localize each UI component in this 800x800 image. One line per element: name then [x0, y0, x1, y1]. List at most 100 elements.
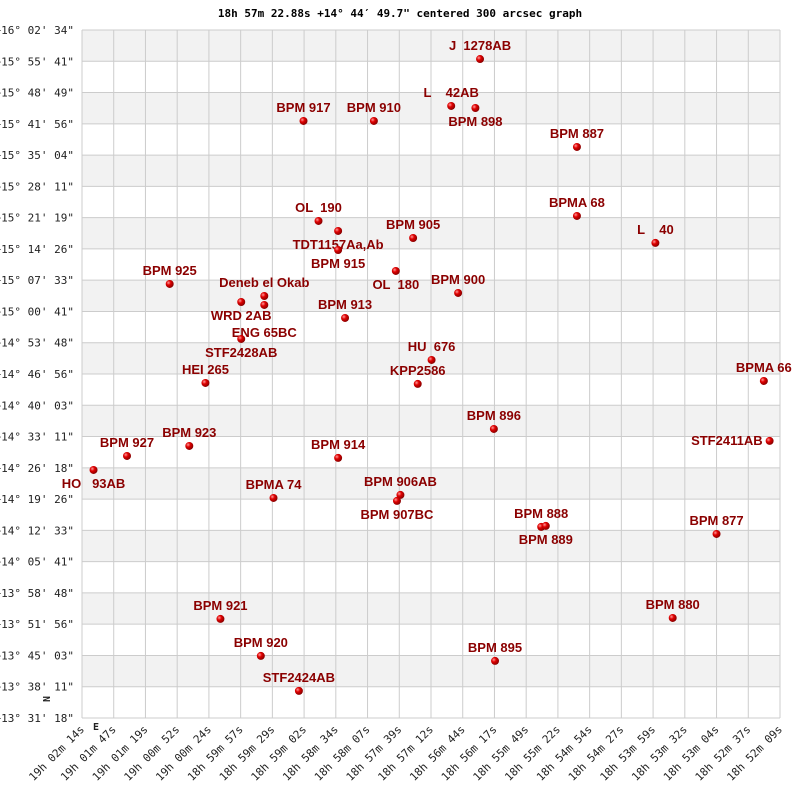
star-marker	[651, 238, 660, 247]
star-label: TDT1157Aa,Ab	[293, 237, 384, 252]
stars: J 1278AB L 42AB BPM 898 BPM 917 BPM 910 BPM 8…	[62, 38, 792, 695]
star-point: BPM 877	[689, 513, 744, 538]
star-label: BPM 910	[347, 100, 401, 115]
star-label: STF2411AB	[691, 433, 763, 448]
y-tick-label: +14° 33' 11"	[0, 431, 74, 444]
star-label: BPM 905	[386, 217, 440, 232]
star-marker	[294, 686, 303, 695]
star-label: STF2424AB	[263, 670, 335, 685]
star-label: OL 190	[295, 200, 342, 215]
star-point: L 42AB	[423, 85, 479, 110]
star-point: HO 93AB	[62, 465, 126, 491]
east-marker: E	[93, 722, 99, 733]
star-marker	[668, 613, 677, 622]
star-label: HO 93AB	[62, 476, 126, 491]
y-tick-label: +14° 05' 41"	[0, 556, 74, 569]
y-tick-label: +15° 21' 19"	[0, 212, 74, 225]
star-point: BPM 910	[347, 100, 401, 125]
star-marker	[396, 490, 405, 499]
y-tick-label: +15° 14' 26"	[0, 243, 74, 256]
chart-title: 18h 57m 22.88s +14° 44′ 49.7" centered 3…	[218, 7, 582, 20]
star-marker	[89, 465, 98, 474]
star-label: BPM 917	[276, 100, 330, 115]
star-point: WRD 2AB	[211, 297, 272, 323]
star-marker	[260, 300, 269, 309]
north-marker: N	[42, 696, 53, 702]
y-tick-label: +15° 55' 41"	[0, 55, 74, 68]
star-point: BPM 927	[100, 435, 154, 460]
star-label: BPM 898	[448, 114, 502, 129]
star-label: WRD 2AB	[211, 308, 272, 323]
star-label: HEI 265	[182, 362, 229, 377]
y-tick-label: +15° 00' 41"	[0, 305, 74, 318]
y-tick-label: +14° 26' 18"	[0, 462, 74, 475]
star-marker	[712, 529, 721, 538]
star-label: OL 180	[372, 277, 419, 292]
star-point: BPM 880	[646, 597, 700, 622]
star-point: BPM 895	[468, 640, 522, 665]
star-marker	[237, 297, 246, 306]
star-label: BPM 900	[431, 272, 485, 287]
y-tick-label: +14° 46' 56"	[0, 368, 74, 381]
star-point: BPM 887	[550, 126, 604, 151]
star-point: L 40	[637, 222, 674, 247]
y-tick-label: +13° 38' 11"	[0, 681, 74, 694]
star-marker	[341, 313, 350, 322]
star-label: L 42AB	[423, 85, 478, 100]
star-label: J 1278AB	[449, 38, 511, 53]
star-marker	[572, 211, 581, 220]
star-label: BPM 914	[311, 437, 366, 452]
star-point: BPM 914	[311, 437, 366, 462]
grid-lines	[81, 29, 781, 719]
star-label: BPM 907BC	[360, 507, 434, 522]
y-tick-label: +15° 28' 11"	[0, 180, 74, 193]
star-marker	[334, 453, 343, 462]
star-label: BPM 913	[318, 297, 372, 312]
star-point: BPM 907BC	[360, 496, 434, 522]
x-tick-label: 18h 52m 09s	[724, 723, 785, 784]
star-point: BPMA 74	[246, 477, 303, 502]
star-marker	[237, 334, 246, 343]
star-label: BPM 896	[467, 408, 521, 423]
y-tick-label: +15° 48' 49"	[0, 87, 74, 100]
star-marker	[314, 216, 323, 225]
star-marker	[216, 614, 225, 623]
star-marker	[299, 116, 308, 125]
star-point: BPM 925	[143, 263, 197, 288]
star-label: BPM 921	[193, 598, 247, 613]
star-marker	[334, 245, 343, 254]
star-label: HU 676	[408, 339, 456, 354]
star-marker	[334, 226, 343, 235]
star-point: BPM 900	[431, 272, 485, 297]
star-marker	[765, 436, 774, 445]
star-marker	[427, 355, 436, 364]
star-point: STF2411AB	[691, 433, 774, 448]
star-point: BPM 898	[448, 104, 503, 129]
star-marker	[256, 651, 265, 660]
star-label: BPMA 68	[549, 195, 605, 210]
star-point: STF2424AB	[263, 670, 335, 695]
y-tick-label: +13° 31' 18"	[0, 712, 74, 725]
star-marker	[201, 378, 210, 387]
star-marker	[572, 142, 581, 151]
star-label: BPM 888	[514, 506, 568, 521]
star-point: Deneb el Okab	[219, 275, 309, 300]
y-tick-label: +15° 41' 56"	[0, 118, 74, 131]
star-label: BPM 880	[646, 597, 700, 612]
star-label: BPM 889	[519, 532, 573, 547]
star-point: BPM 905	[386, 217, 440, 243]
star-marker	[471, 104, 480, 113]
star-label: BPMA 74	[246, 477, 303, 492]
star-label: STF2428AB	[205, 345, 277, 360]
y-tick-label: +15° 35' 04"	[0, 149, 74, 162]
star-marker	[491, 656, 500, 665]
star-label: L 40	[637, 222, 674, 237]
star-point: OL 190	[295, 200, 342, 225]
star-marker	[413, 379, 422, 388]
star-point: BPM 923	[162, 425, 216, 450]
y-tick-label: +16° 02' 34"	[0, 24, 74, 37]
star-marker	[392, 496, 401, 505]
star-point: ENG 65BC	[232, 300, 297, 340]
star-label: BPM 925	[143, 263, 197, 278]
star-label: BPM 915	[311, 256, 365, 271]
